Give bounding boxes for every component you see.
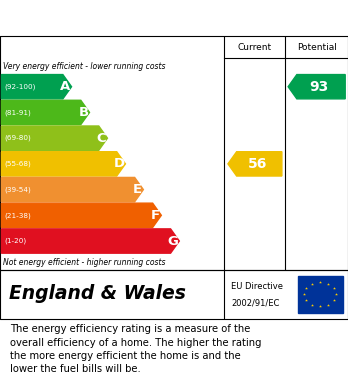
- Text: 93: 93: [310, 80, 329, 94]
- Polygon shape: [1, 75, 72, 99]
- Text: Not energy efficient - higher running costs: Not energy efficient - higher running co…: [3, 258, 166, 267]
- Text: 2002/91/EC: 2002/91/EC: [231, 298, 280, 308]
- Text: Energy Efficiency Rating: Energy Efficiency Rating: [9, 11, 230, 25]
- Text: A: A: [60, 80, 71, 93]
- Text: (1-20): (1-20): [4, 238, 26, 244]
- Text: (21-38): (21-38): [4, 212, 31, 219]
- Polygon shape: [288, 75, 345, 99]
- Text: (92-100): (92-100): [4, 83, 35, 90]
- Text: C: C: [96, 132, 106, 145]
- Text: The energy efficiency rating is a measure of the
overall efficiency of a home. T: The energy efficiency rating is a measur…: [10, 325, 262, 374]
- Text: Very energy efficient - lower running costs: Very energy efficient - lower running co…: [3, 62, 166, 71]
- Text: (81-91): (81-91): [4, 109, 31, 116]
- Polygon shape: [1, 100, 89, 125]
- Text: Potential: Potential: [297, 43, 337, 52]
- Text: Current: Current: [238, 43, 272, 52]
- Text: G: G: [168, 235, 179, 248]
- Text: England & Wales: England & Wales: [9, 284, 185, 303]
- Text: EU Directive: EU Directive: [231, 282, 283, 291]
- Text: (39-54): (39-54): [4, 187, 31, 193]
- Text: (55-68): (55-68): [4, 161, 31, 167]
- Text: E: E: [133, 183, 142, 196]
- Text: 56: 56: [248, 157, 267, 171]
- Bar: [298, 276, 343, 313]
- Polygon shape: [1, 152, 125, 176]
- Text: F: F: [151, 209, 160, 222]
- Polygon shape: [1, 229, 179, 253]
- Polygon shape: [228, 152, 282, 176]
- Text: D: D: [114, 157, 125, 170]
- Polygon shape: [1, 126, 108, 150]
- Polygon shape: [1, 203, 161, 228]
- Polygon shape: [1, 178, 143, 202]
- Text: B: B: [78, 106, 88, 119]
- Text: (69-80): (69-80): [4, 135, 31, 142]
